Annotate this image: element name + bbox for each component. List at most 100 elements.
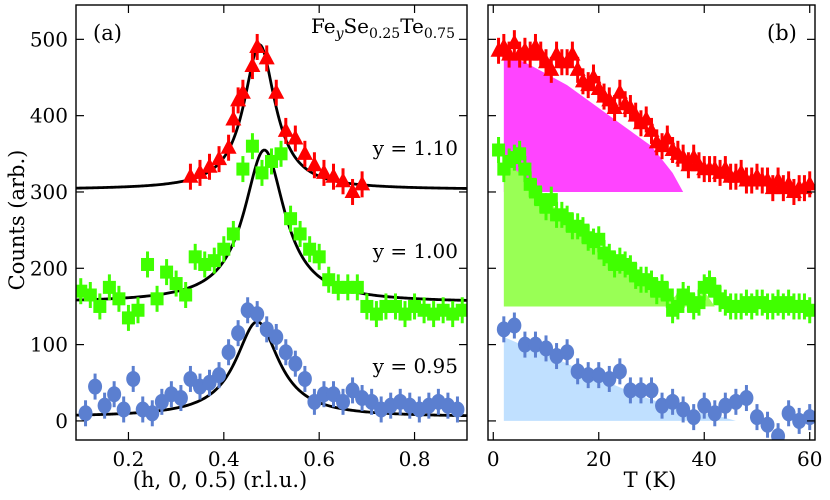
data-point-a-2 — [288, 355, 303, 372]
panel-b-fills — [503, 54, 736, 421]
data-point-b-1 — [492, 143, 506, 157]
y-tick-label: 100 — [30, 333, 68, 357]
data-point-b-2 — [570, 363, 585, 380]
data-point-b-2 — [612, 363, 627, 380]
panel-a-xlabel: (h, 0, 0.5) (r.l.u.) — [133, 468, 307, 492]
data-point-a-0 — [225, 110, 242, 126]
data-point-a-1 — [112, 292, 126, 306]
data-point-a-1 — [160, 265, 174, 279]
data-point-b-2 — [644, 382, 659, 399]
data-point-a-1 — [150, 292, 164, 306]
data-point-a-2 — [78, 405, 93, 422]
data-point-a-2 — [336, 393, 351, 410]
data-point-a-2 — [250, 306, 265, 323]
y-tick-label: 300 — [30, 180, 68, 204]
data-point-b-2 — [707, 405, 722, 422]
data-point-a-1 — [179, 288, 193, 302]
data-point-a-1 — [245, 139, 259, 153]
data-point-a-1 — [350, 280, 364, 294]
panel-b-ticks: 0 20 40 60 — [487, 5, 822, 471]
order-parameter-fill-0 — [503, 54, 684, 192]
data-point-b-0 — [606, 99, 623, 115]
data-point-b-2 — [528, 336, 543, 353]
y-tick-label: 200 — [30, 256, 68, 280]
order-parameter-fill-2 — [503, 336, 736, 421]
data-point-a-2 — [212, 367, 227, 384]
data-point-a-1 — [274, 147, 288, 161]
data-point-a-0 — [268, 83, 285, 99]
data-point-a-0 — [249, 37, 266, 53]
data-point-b-1 — [692, 296, 706, 310]
data-point-a-0 — [211, 150, 228, 166]
panel-b-label: (b) — [767, 21, 797, 45]
data-point-a-1 — [131, 303, 145, 317]
data-point-b-2 — [718, 397, 733, 414]
data-point-a-1 — [93, 299, 107, 313]
data-point-b-2 — [517, 336, 532, 353]
data-point-b-2 — [507, 317, 522, 334]
x-tick-label-a: 0.8 — [399, 447, 431, 471]
data-point-b-2 — [496, 321, 511, 338]
series-label-y100: y = 1.00 — [372, 239, 458, 263]
x-tick-label-a: 0.6 — [303, 447, 335, 471]
panel-a-label: (a) — [93, 21, 122, 45]
data-point-a-2 — [231, 325, 246, 342]
data-point-a-2 — [88, 378, 103, 395]
panel-a-data-points — [76, 33, 467, 427]
data-point-a-0 — [335, 172, 352, 188]
data-point-b-2 — [623, 382, 638, 399]
data-point-b-2 — [591, 367, 606, 384]
data-point-a-0 — [354, 175, 371, 191]
data-point-b-2 — [686, 409, 701, 426]
data-point-b-2 — [771, 428, 786, 440]
y-tick-label: 500 — [30, 27, 68, 51]
data-point-b-1 — [592, 232, 606, 246]
x-tick-label-b: 0 — [487, 447, 500, 471]
panel-b-frame — [487, 4, 816, 441]
data-point-a-0 — [220, 138, 237, 154]
data-point-a-1 — [217, 242, 231, 256]
data-point-b-2 — [728, 393, 743, 410]
data-point-b-2 — [560, 344, 575, 361]
y-tick-label: 0 — [55, 409, 68, 433]
data-point-a-0 — [201, 157, 218, 173]
data-point-b-2 — [781, 405, 796, 422]
data-point-a-0 — [277, 121, 294, 137]
y-axis-label: Counts (arb.) — [5, 150, 29, 291]
data-point-a-1 — [455, 303, 467, 317]
data-point-a-2 — [126, 370, 141, 387]
x-tick-label-b: 40 — [692, 447, 717, 471]
series-label-y095: y = 0.95 — [372, 354, 458, 378]
data-point-a-0 — [306, 156, 323, 172]
data-point-a-2 — [297, 370, 312, 387]
panel-a-ticks: 0.2 0.4 0.6 0.8 0 100 200 300 400 500 — [30, 5, 467, 471]
data-point-b-2 — [739, 390, 754, 407]
y-tick-label: 400 — [30, 104, 68, 128]
data-point-b-2 — [633, 382, 648, 399]
data-point-a-0 — [191, 163, 208, 179]
data-point-a-1 — [255, 166, 269, 180]
data-point-b-1 — [513, 147, 527, 161]
data-point-b-2 — [697, 397, 712, 414]
data-point-b-2 — [602, 370, 617, 387]
data-point-a-1 — [284, 212, 298, 226]
panel-a-frame — [75, 4, 468, 441]
data-point-a-2 — [107, 386, 122, 403]
series-label-y110: y = 1.10 — [372, 136, 458, 160]
data-point-a-0 — [315, 163, 332, 179]
data-point-a-0 — [296, 144, 313, 160]
panel-b: 0 20 40 60 (b) T (K) — [487, 4, 822, 492]
data-point-a-0 — [182, 167, 199, 183]
data-point-a-0 — [234, 83, 251, 99]
data-point-a-0 — [325, 167, 342, 183]
data-point-b-0 — [801, 175, 815, 191]
data-point-b-2 — [539, 340, 554, 357]
data-point-b-2 — [749, 409, 764, 426]
data-point-a-2 — [173, 390, 188, 407]
data-point-b-1 — [803, 303, 815, 317]
panel-a: 0.2 0.4 0.6 0.8 0 100 200 300 400 500 (a) FeySe0.… — [5, 4, 468, 492]
data-point-a-1 — [76, 284, 88, 298]
data-point-a-1 — [236, 162, 250, 176]
data-point-b-2 — [676, 401, 691, 418]
data-point-a-1 — [169, 277, 183, 291]
